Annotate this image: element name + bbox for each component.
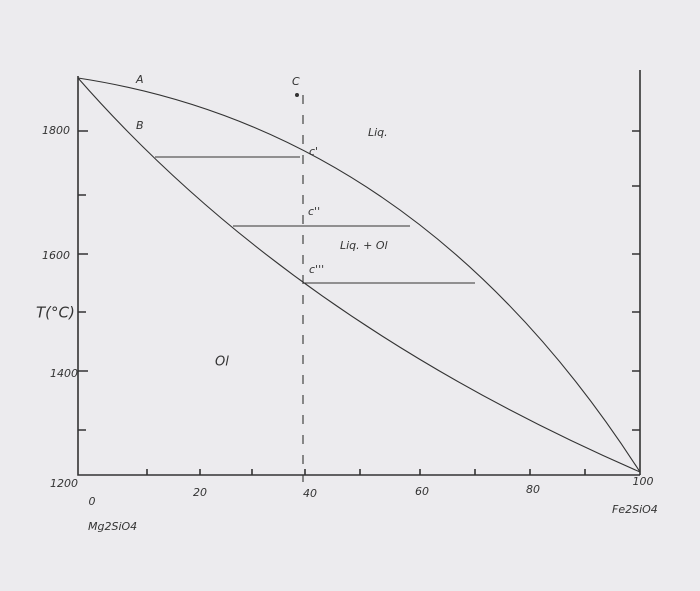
point-c xyxy=(295,93,299,97)
axes xyxy=(77,70,641,476)
liquidus xyxy=(77,77,641,473)
y-axis-label: T(°C) xyxy=(36,304,75,322)
tie-lines xyxy=(155,156,475,284)
right-end-label: Fe2SiO4 xyxy=(612,503,658,516)
point-label: A xyxy=(135,73,144,86)
x-tick-label: 40 xyxy=(303,487,317,500)
left-end-label: Mg2SiO4 xyxy=(88,520,137,533)
x-tick-label: 60 xyxy=(415,485,429,498)
tick-marks xyxy=(78,130,640,475)
point-label: c''' xyxy=(309,263,324,276)
x-tick-label: 0 xyxy=(89,495,96,508)
x-tick-label: 100 xyxy=(633,475,654,488)
point-label: C xyxy=(292,75,300,88)
y-tick-label: 1600 xyxy=(42,249,70,262)
region-label: Liq. + Ol xyxy=(340,239,388,252)
y-tick-label: 1200 xyxy=(50,477,78,490)
point-label: c' xyxy=(309,145,318,158)
region-label: Liq. xyxy=(368,126,388,139)
solidus xyxy=(77,77,641,473)
point-label: B xyxy=(136,119,144,132)
x-tick-label: 20 xyxy=(193,486,207,499)
y-tick-label: 1400 xyxy=(50,367,78,380)
point-label: c'' xyxy=(308,205,320,218)
y-tick-label: 1800 xyxy=(42,124,70,137)
region-label: Ol xyxy=(215,355,229,370)
x-tick-label: 80 xyxy=(526,483,540,496)
